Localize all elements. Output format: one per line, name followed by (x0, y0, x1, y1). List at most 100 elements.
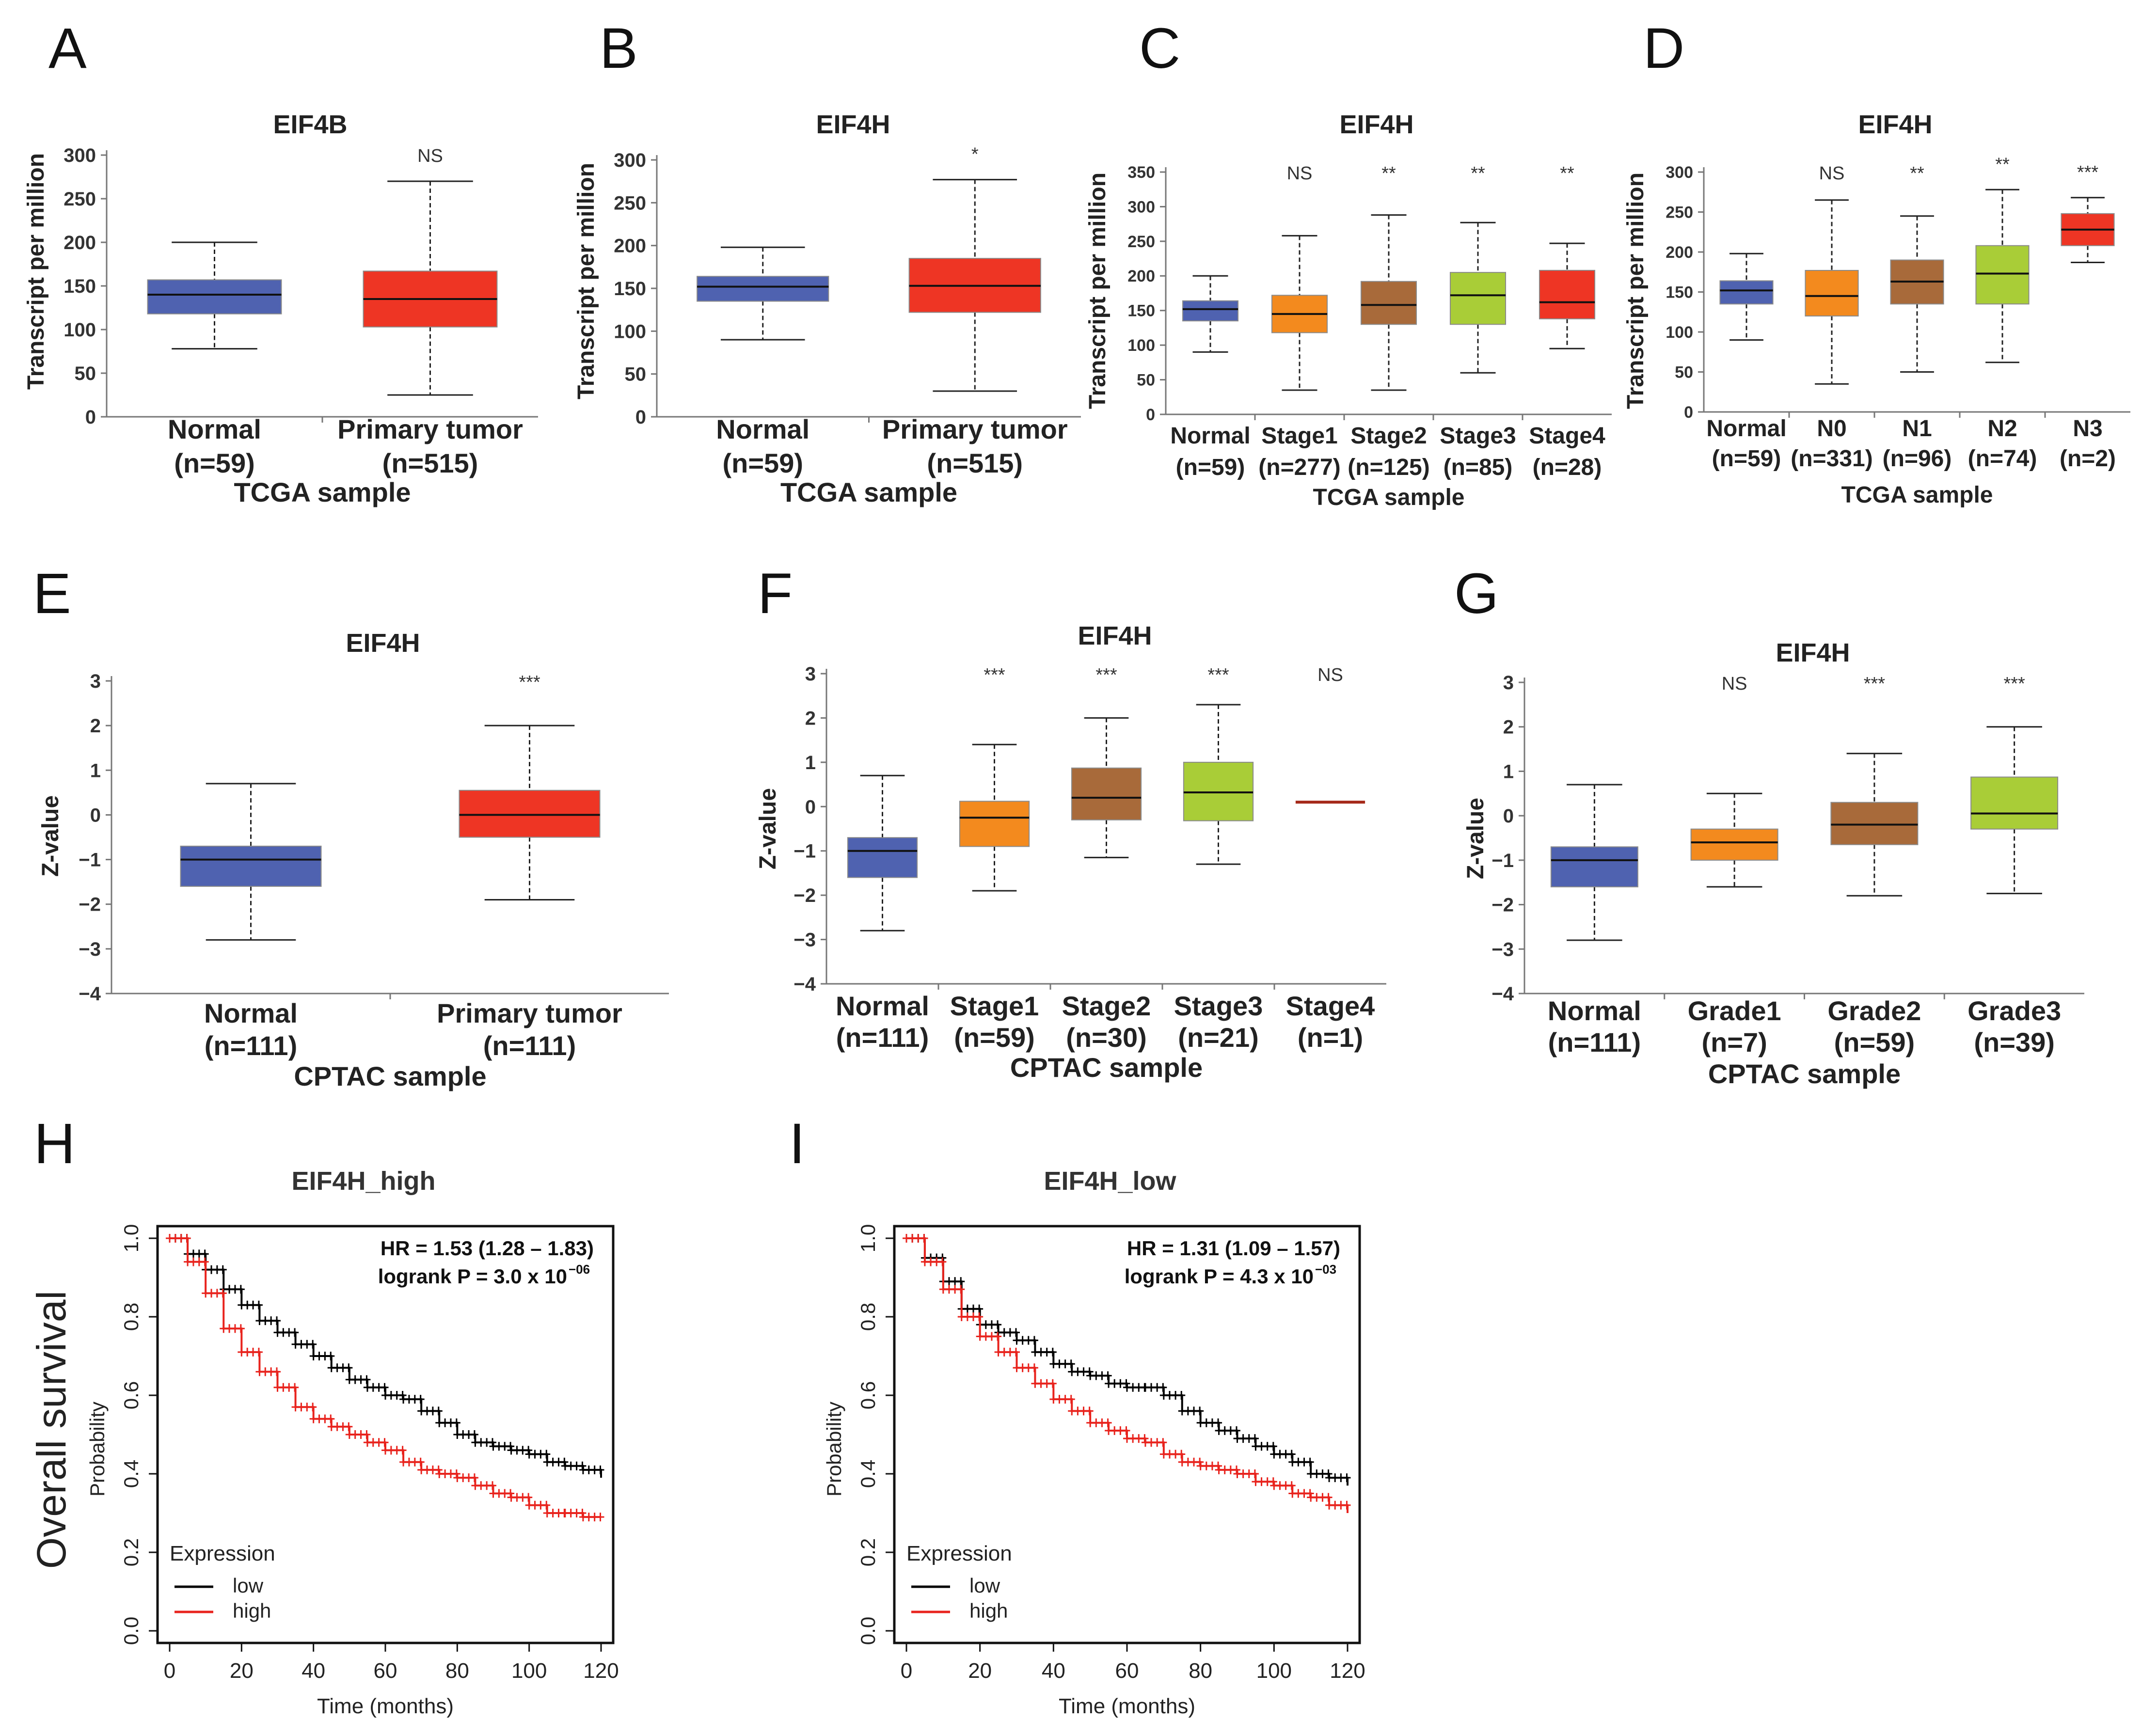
y-axis-label: Z-value (755, 788, 781, 869)
censor-mark (1324, 1493, 1333, 1502)
panel-label-f: F (758, 562, 793, 626)
censor-mark (1030, 1363, 1038, 1373)
y-tick-label: 0 (1503, 805, 1514, 827)
x-category-label: Normal (204, 998, 298, 1028)
box (1182, 300, 1239, 322)
box-group: NS Primary tumor (n=515) (337, 146, 523, 478)
censor-mark (1104, 1371, 1112, 1380)
significance-label: ** (1910, 163, 1924, 184)
box (1805, 269, 1859, 317)
x-axis-label: Time (months) (1059, 1694, 1195, 1718)
legend-label-high: high (233, 1599, 271, 1622)
panel-a: A EIF4B 0 50 100 150 200 250 300 Transcript per m… (23, 16, 538, 507)
censor-mark (183, 1234, 191, 1243)
x-category-label: Normal (1170, 423, 1250, 449)
significance-label: NS (1819, 163, 1845, 184)
y-tick-label: 0.4 (857, 1460, 879, 1488)
panel-label-c: C (1139, 16, 1180, 80)
censor-mark (596, 1465, 604, 1474)
censor-mark (1177, 1450, 1186, 1459)
censor-mark (1343, 1500, 1351, 1510)
y-tick-label: 1 (90, 760, 101, 781)
panel-label-g: G (1454, 562, 1499, 626)
y-tick-label: 350 (1127, 163, 1155, 182)
x-tick-label: 120 (1330, 1659, 1365, 1683)
censor-mark (1012, 1328, 1020, 1337)
x-count-label: (n=85) (1444, 455, 1513, 480)
y-tick-label: 150 (63, 276, 96, 297)
censor-mark (1287, 1481, 1296, 1490)
chart-title: EIF4H (1078, 621, 1152, 650)
censor-mark (345, 1422, 353, 1431)
box-group: NS N0 (n=331) (1791, 163, 1872, 472)
y-tick-label: −2 (793, 885, 816, 906)
censor-mark (1104, 1418, 1112, 1427)
censor-mark (327, 1414, 335, 1423)
y-tick-label: 1.0 (857, 1224, 879, 1252)
x-count-label: (n=111) (205, 1030, 297, 1061)
hazard-ratio-text: HR = 1.53 (1.28 – 1.83) (381, 1237, 594, 1260)
censor-mark (219, 1265, 227, 1274)
significance-label: NS (1317, 665, 1343, 685)
x-count-label: (n=39) (1974, 1027, 2055, 1057)
chart-title: EIF4H (1339, 110, 1413, 139)
censor-mark (975, 1304, 984, 1313)
x-category-label: Grade3 (1967, 995, 2061, 1026)
x-tick-label: 100 (511, 1659, 547, 1683)
y-tick-label: 150 (1666, 283, 1693, 301)
censor-mark (381, 1438, 389, 1447)
censor-mark (524, 1493, 533, 1502)
censor-mark (381, 1383, 389, 1392)
box-group: ** N2 (n=74) (1968, 154, 2037, 472)
x-count-label: (n=59) (1834, 1027, 1915, 1057)
y-tick-label: 250 (1666, 203, 1693, 221)
x-category-label: Stage4 (1529, 423, 1605, 449)
chart-title: EIF4H_low (1044, 1167, 1176, 1196)
box-group: *** Grade3(n=39) (1967, 674, 2061, 1057)
x-category-label: Primary tumor (882, 414, 1068, 444)
censor-mark (1269, 1477, 1277, 1486)
y-tick-label: −4 (793, 974, 816, 995)
censor-mark (1196, 1457, 1204, 1467)
censor-mark (994, 1320, 1002, 1329)
y-tick-label: 3 (805, 663, 816, 685)
censor-mark (1067, 1395, 1075, 1404)
x-count-label: (n=28) (1533, 455, 1602, 480)
x-axis-label: TCGA sample (780, 477, 957, 507)
box (1449, 272, 1507, 325)
censor-mark (542, 1450, 551, 1459)
censor-mark (1214, 1461, 1222, 1470)
y-tick-label: −1 (79, 850, 101, 871)
significance-label: *** (2077, 162, 2099, 183)
y-tick-label: 250 (1127, 233, 1155, 251)
box-group: ** Stage3 (n=85) (1440, 163, 1516, 480)
y-tick-label: 100 (614, 321, 646, 342)
significance-label: NS (417, 146, 443, 166)
y-tick-label: 150 (1127, 302, 1155, 320)
y-tick-label: −1 (793, 841, 816, 862)
y-tick-label: 300 (1127, 198, 1155, 216)
box-group: NS Grade1(n=7) (1688, 674, 1781, 1057)
censor-mark (975, 1312, 984, 1321)
x-count-label: (n=1) (1298, 1022, 1363, 1053)
y-axis-label: Probability (823, 1402, 845, 1497)
x-count-label: (n=515) (927, 448, 1023, 478)
y-tick-label: 0 (1684, 403, 1693, 422)
box-group: Normal(n=111) (836, 774, 929, 1053)
x-axis-label: TCGA sample (1313, 485, 1465, 510)
significance-label: *** (984, 665, 1005, 685)
censor-mark (345, 1363, 353, 1373)
significance-label: *** (1207, 665, 1229, 685)
x-category-label: N2 (1987, 416, 2017, 442)
y-tick-label: 200 (1666, 243, 1693, 262)
censor-mark (957, 1285, 965, 1294)
censor-mark (1141, 1434, 1149, 1443)
censor-mark (1085, 1367, 1094, 1376)
box-group: ** Stage2 (n=125) (1348, 163, 1429, 480)
y-tick-label: −2 (1491, 895, 1514, 916)
box (1071, 767, 1142, 821)
significance-label: *** (1864, 674, 1886, 694)
x-category-label: Stage1 (1261, 423, 1337, 449)
box-group: Normal(n=111) (1548, 784, 1641, 1057)
censor-mark (470, 1430, 478, 1439)
